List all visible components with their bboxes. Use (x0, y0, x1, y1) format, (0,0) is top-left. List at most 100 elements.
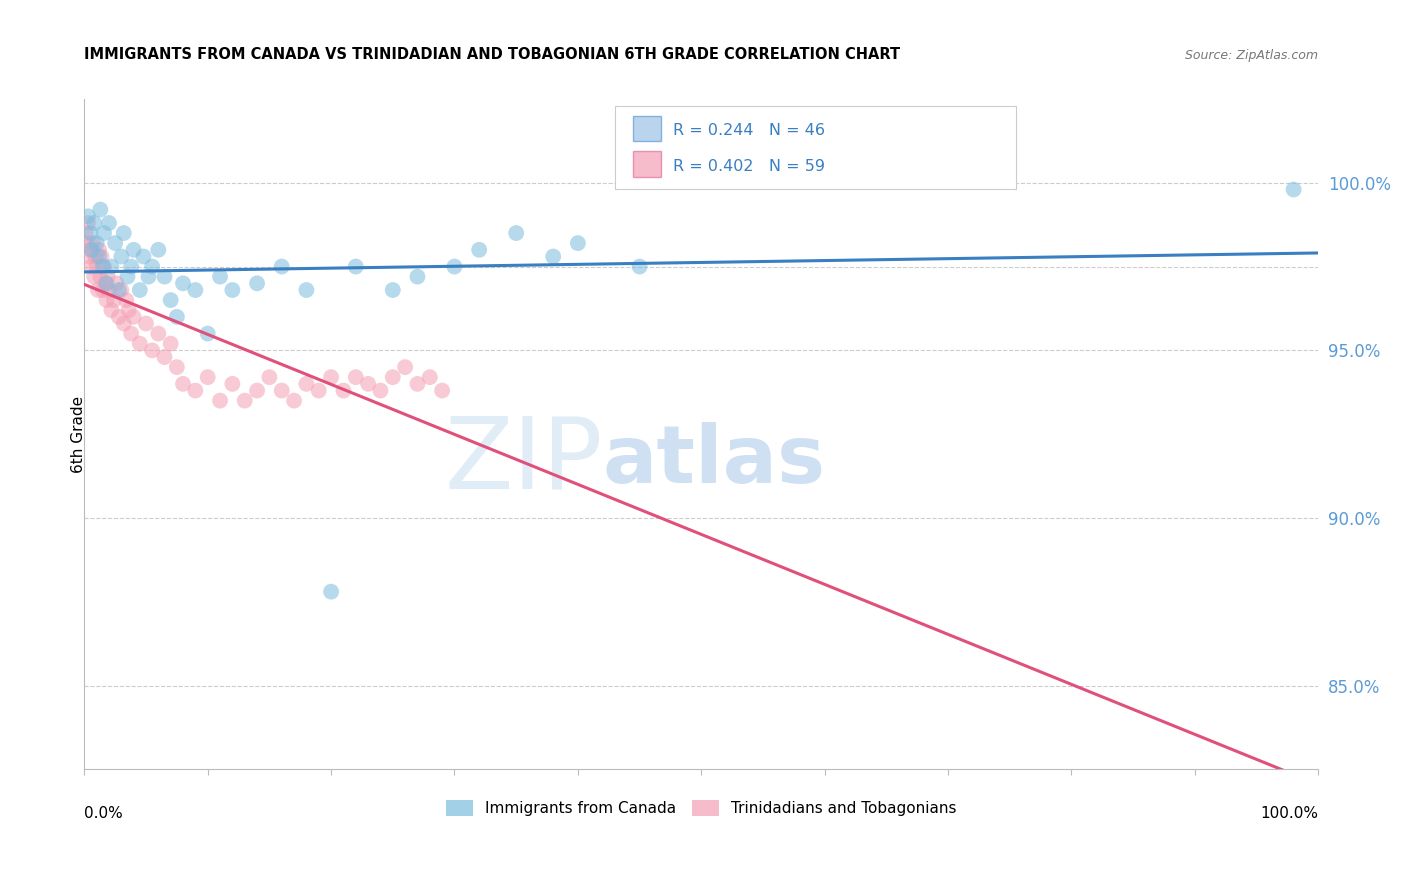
Legend: Immigrants from Canada, Trinidadians and Tobagonians: Immigrants from Canada, Trinidadians and… (440, 794, 963, 822)
Point (406, 269, 429, 284)
Point (79, 243, 101, 257)
Point (110, 250, 132, 264)
Point (94, 277, 117, 291)
Point (332, 384, 354, 398)
Point (80, 243, 103, 257)
Point (295, 376, 318, 391)
Point (406, 376, 429, 391)
Point (120, 260, 142, 274)
Point (430, 384, 453, 398)
Point (159, 336, 181, 351)
Text: 0.0%: 0.0% (84, 806, 124, 822)
Point (87, 243, 110, 257)
Point (344, 370, 367, 384)
Point (117, 269, 139, 284)
Point (86, 236, 108, 251)
Point (100, 260, 122, 274)
Point (1282, 182, 1305, 196)
Point (148, 326, 170, 341)
Point (98, 216, 121, 230)
Point (132, 250, 155, 264)
Point (96, 277, 118, 291)
Point (77, 209, 100, 223)
Text: 100.0%: 100.0% (1260, 806, 1319, 822)
Point (270, 384, 292, 398)
Point (270, 260, 292, 274)
Point (108, 310, 131, 324)
Point (128, 283, 150, 297)
Point (100, 303, 122, 318)
Point (197, 326, 219, 341)
Point (93, 226, 115, 240)
Point (98, 283, 121, 297)
Point (381, 283, 404, 297)
Point (110, 283, 132, 297)
Point (246, 277, 269, 291)
Point (138, 269, 160, 284)
Point (76, 236, 98, 251)
Point (91, 260, 114, 274)
Point (221, 283, 243, 297)
Point (295, 283, 318, 297)
Text: R = 0.402   N = 59: R = 0.402 N = 59 (673, 159, 825, 174)
Point (79, 226, 101, 240)
Point (122, 310, 145, 324)
Point (159, 293, 181, 307)
Point (208, 269, 231, 284)
Point (108, 283, 131, 297)
Point (83, 269, 105, 284)
Point (208, 393, 231, 408)
Point (91, 283, 114, 297)
Point (319, 584, 342, 599)
Point (89, 202, 111, 217)
Point (148, 243, 170, 257)
Point (77, 216, 100, 230)
Point (86, 260, 108, 274)
Point (141, 260, 163, 274)
Point (221, 376, 243, 391)
Text: Source: ZipAtlas.com: Source: ZipAtlas.com (1185, 49, 1319, 62)
Point (141, 343, 163, 358)
Point (128, 336, 150, 351)
Point (83, 216, 105, 230)
Point (197, 370, 219, 384)
Point (443, 260, 465, 274)
Point (246, 384, 269, 398)
Point (184, 384, 207, 398)
Point (370, 384, 392, 398)
Point (96, 293, 118, 307)
Point (97, 269, 120, 284)
Point (567, 236, 589, 251)
Point (172, 376, 194, 391)
Bar (634, 116, 661, 142)
Point (77, 250, 100, 264)
Point (135, 317, 157, 331)
Point (118, 303, 141, 318)
Point (84, 250, 107, 264)
Text: IMMIGRANTS FROM CANADA VS TRINIDADIAN AND TOBAGONIAN 6TH GRADE CORRELATION CHART: IMMIGRANTS FROM CANADA VS TRINIDADIAN AN… (84, 47, 900, 62)
Point (394, 360, 416, 375)
Point (628, 260, 651, 274)
Point (75, 226, 97, 240)
Point (259, 370, 281, 384)
Point (104, 236, 127, 251)
Point (505, 226, 527, 240)
Point (166, 360, 188, 375)
Y-axis label: 6th Grade: 6th Grade (72, 395, 86, 473)
Point (283, 393, 305, 408)
Point (103, 293, 125, 307)
Point (308, 384, 330, 398)
Point (172, 277, 194, 291)
Point (112, 226, 135, 240)
Point (319, 370, 342, 384)
Point (233, 393, 256, 408)
Point (87, 283, 110, 297)
Text: atlas: atlas (603, 422, 825, 500)
Point (105, 277, 128, 291)
Point (120, 326, 142, 341)
Point (541, 250, 564, 264)
Point (344, 260, 367, 274)
Point (80, 260, 103, 274)
Point (468, 243, 491, 257)
Point (93, 260, 115, 274)
